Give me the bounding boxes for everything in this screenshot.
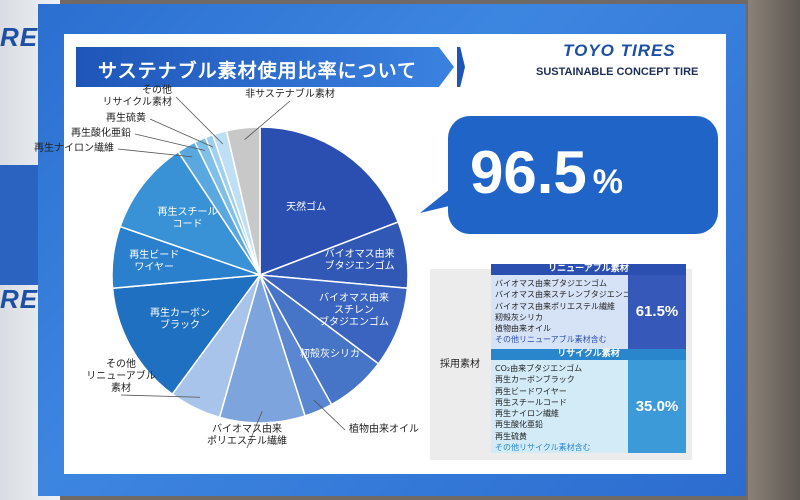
renewable-list: バイオマス由来ブタジエンゴム バイオマス由来スチレンブタジエンゴム バイオマス由… — [495, 278, 639, 346]
list-item: 再生酸化亜鉛 — [495, 420, 543, 430]
list-note: その他リサイクル素材含む — [495, 443, 591, 453]
list-item: バイオマス由来スチレンブタジエンゴム — [495, 290, 639, 300]
list-item: 再生スチールコード — [495, 397, 567, 407]
slice-label: 再生スチール コード — [157, 206, 218, 230]
renewable-section: リニューアブル素材 バイオマス由来ブタジエンゴム バイオマス由来スチレンブタジエ… — [491, 264, 686, 349]
slice-label: 植物由来オイル — [349, 424, 419, 435]
slice-label: 籾殻灰シリカ — [299, 349, 360, 361]
renewable-percent: 61.5% — [628, 275, 686, 349]
slice-label: バイオマス由来 スチレン ブタジエンゴム — [318, 293, 389, 329]
list-item: 再生カーボンブラック — [495, 375, 575, 385]
total-percent: 96.5% — [470, 138, 623, 207]
heading-bar: サステナブル素材使用比率について — [76, 47, 454, 87]
leader-line — [244, 100, 291, 141]
background-blue-strip — [0, 165, 38, 285]
slice-label: 再生ナイロン繊維 — [34, 143, 114, 154]
slice-label: バイオマス由来 ブタジエンゴム — [324, 249, 395, 273]
renewable-body: バイオマス由来ブタジエンゴム バイオマス由来スチレンブタジエンゴム バイオマス由… — [491, 275, 686, 349]
slice-label: 再生硫黄 — [106, 113, 146, 124]
leader-line — [149, 118, 214, 148]
recycled-percent: 35.0% — [628, 360, 686, 453]
leader-line — [120, 394, 201, 398]
slice-label: 非サステナブル素材 — [245, 89, 335, 100]
slice-label: その他 リニューアブル 素材 — [86, 359, 156, 394]
brand-logo: TOYO TIRES — [563, 41, 676, 60]
pie-slice-再生スチールコード — [119, 150, 262, 277]
list-item: バイオマス由来ポリエステル繊維 — [495, 301, 615, 311]
total-percent-bubble — [448, 116, 718, 234]
background-right-wall — [748, 0, 800, 500]
table-row-label: 採用素材 — [440, 359, 480, 370]
list-item: 籾殻灰シリカ — [495, 312, 543, 322]
recycled-body: CO₂由来ブタジエンゴム 再生カーボンブラック 再生ビードワイヤー 再生スチール… — [491, 360, 686, 453]
list-item: 再生ビードワイヤー — [495, 386, 567, 396]
list-item: 再生硫黄 — [495, 431, 527, 441]
total-percent-value: 96.5 — [470, 139, 587, 206]
list-note: その他リニューアブル素材含む — [495, 335, 607, 345]
total-percent-unit: % — [592, 163, 624, 201]
list-item: CO₂由来ブタジエンゴム — [495, 364, 583, 373]
slice-label: 再生ビード ワイヤー — [129, 250, 180, 274]
page-title: サステナブル素材使用比率について — [98, 60, 418, 82]
pie-slice-再生カーボンブラック — [111, 274, 262, 396]
leader-line — [313, 399, 346, 431]
recycled-list: CO₂由来ブタジエンゴム 再生カーボンブラック 再生ビードワイヤー 再生スチール… — [495, 363, 591, 453]
slice-label: 再生カーボン ブラック — [150, 308, 211, 331]
chevron-right-icon — [457, 47, 465, 87]
slice-label: バイオマス由来 ポリエステル繊維 — [207, 424, 287, 447]
list-item: 植物由来オイル — [495, 324, 551, 334]
leader-line — [246, 410, 263, 449]
pie-slice-天然ゴム — [259, 126, 400, 277]
pie-slice-バイオマス由来ポリエステル繊維 — [218, 272, 306, 424]
list-item: バイオマス由来ブタジエンゴム — [495, 279, 607, 288]
leader-line — [117, 148, 193, 158]
renewable-header: リニューアブル素材 — [491, 264, 686, 275]
leader-line — [134, 133, 205, 151]
slice-label: 天然ゴム — [286, 201, 327, 213]
pie-slice-バイオマス由来スチレンブタジエンゴム — [257, 274, 409, 365]
list-item: 再生ナイロン繊維 — [495, 409, 559, 419]
leader-line — [175, 96, 224, 145]
slice-label: その他 リサイクル素材 — [102, 85, 173, 108]
brand-subtitle: SUSTAINABLE CONCEPT TIRE — [536, 66, 699, 78]
recycled-header: リサイクル素材 — [491, 349, 686, 360]
recycled-section: リサイクル素材 CO₂由来ブタジエンゴム 再生カーボンブラック 再生ビードワイヤ… — [491, 349, 686, 453]
slice-label: 再生酸化亜鉛 — [71, 128, 131, 139]
